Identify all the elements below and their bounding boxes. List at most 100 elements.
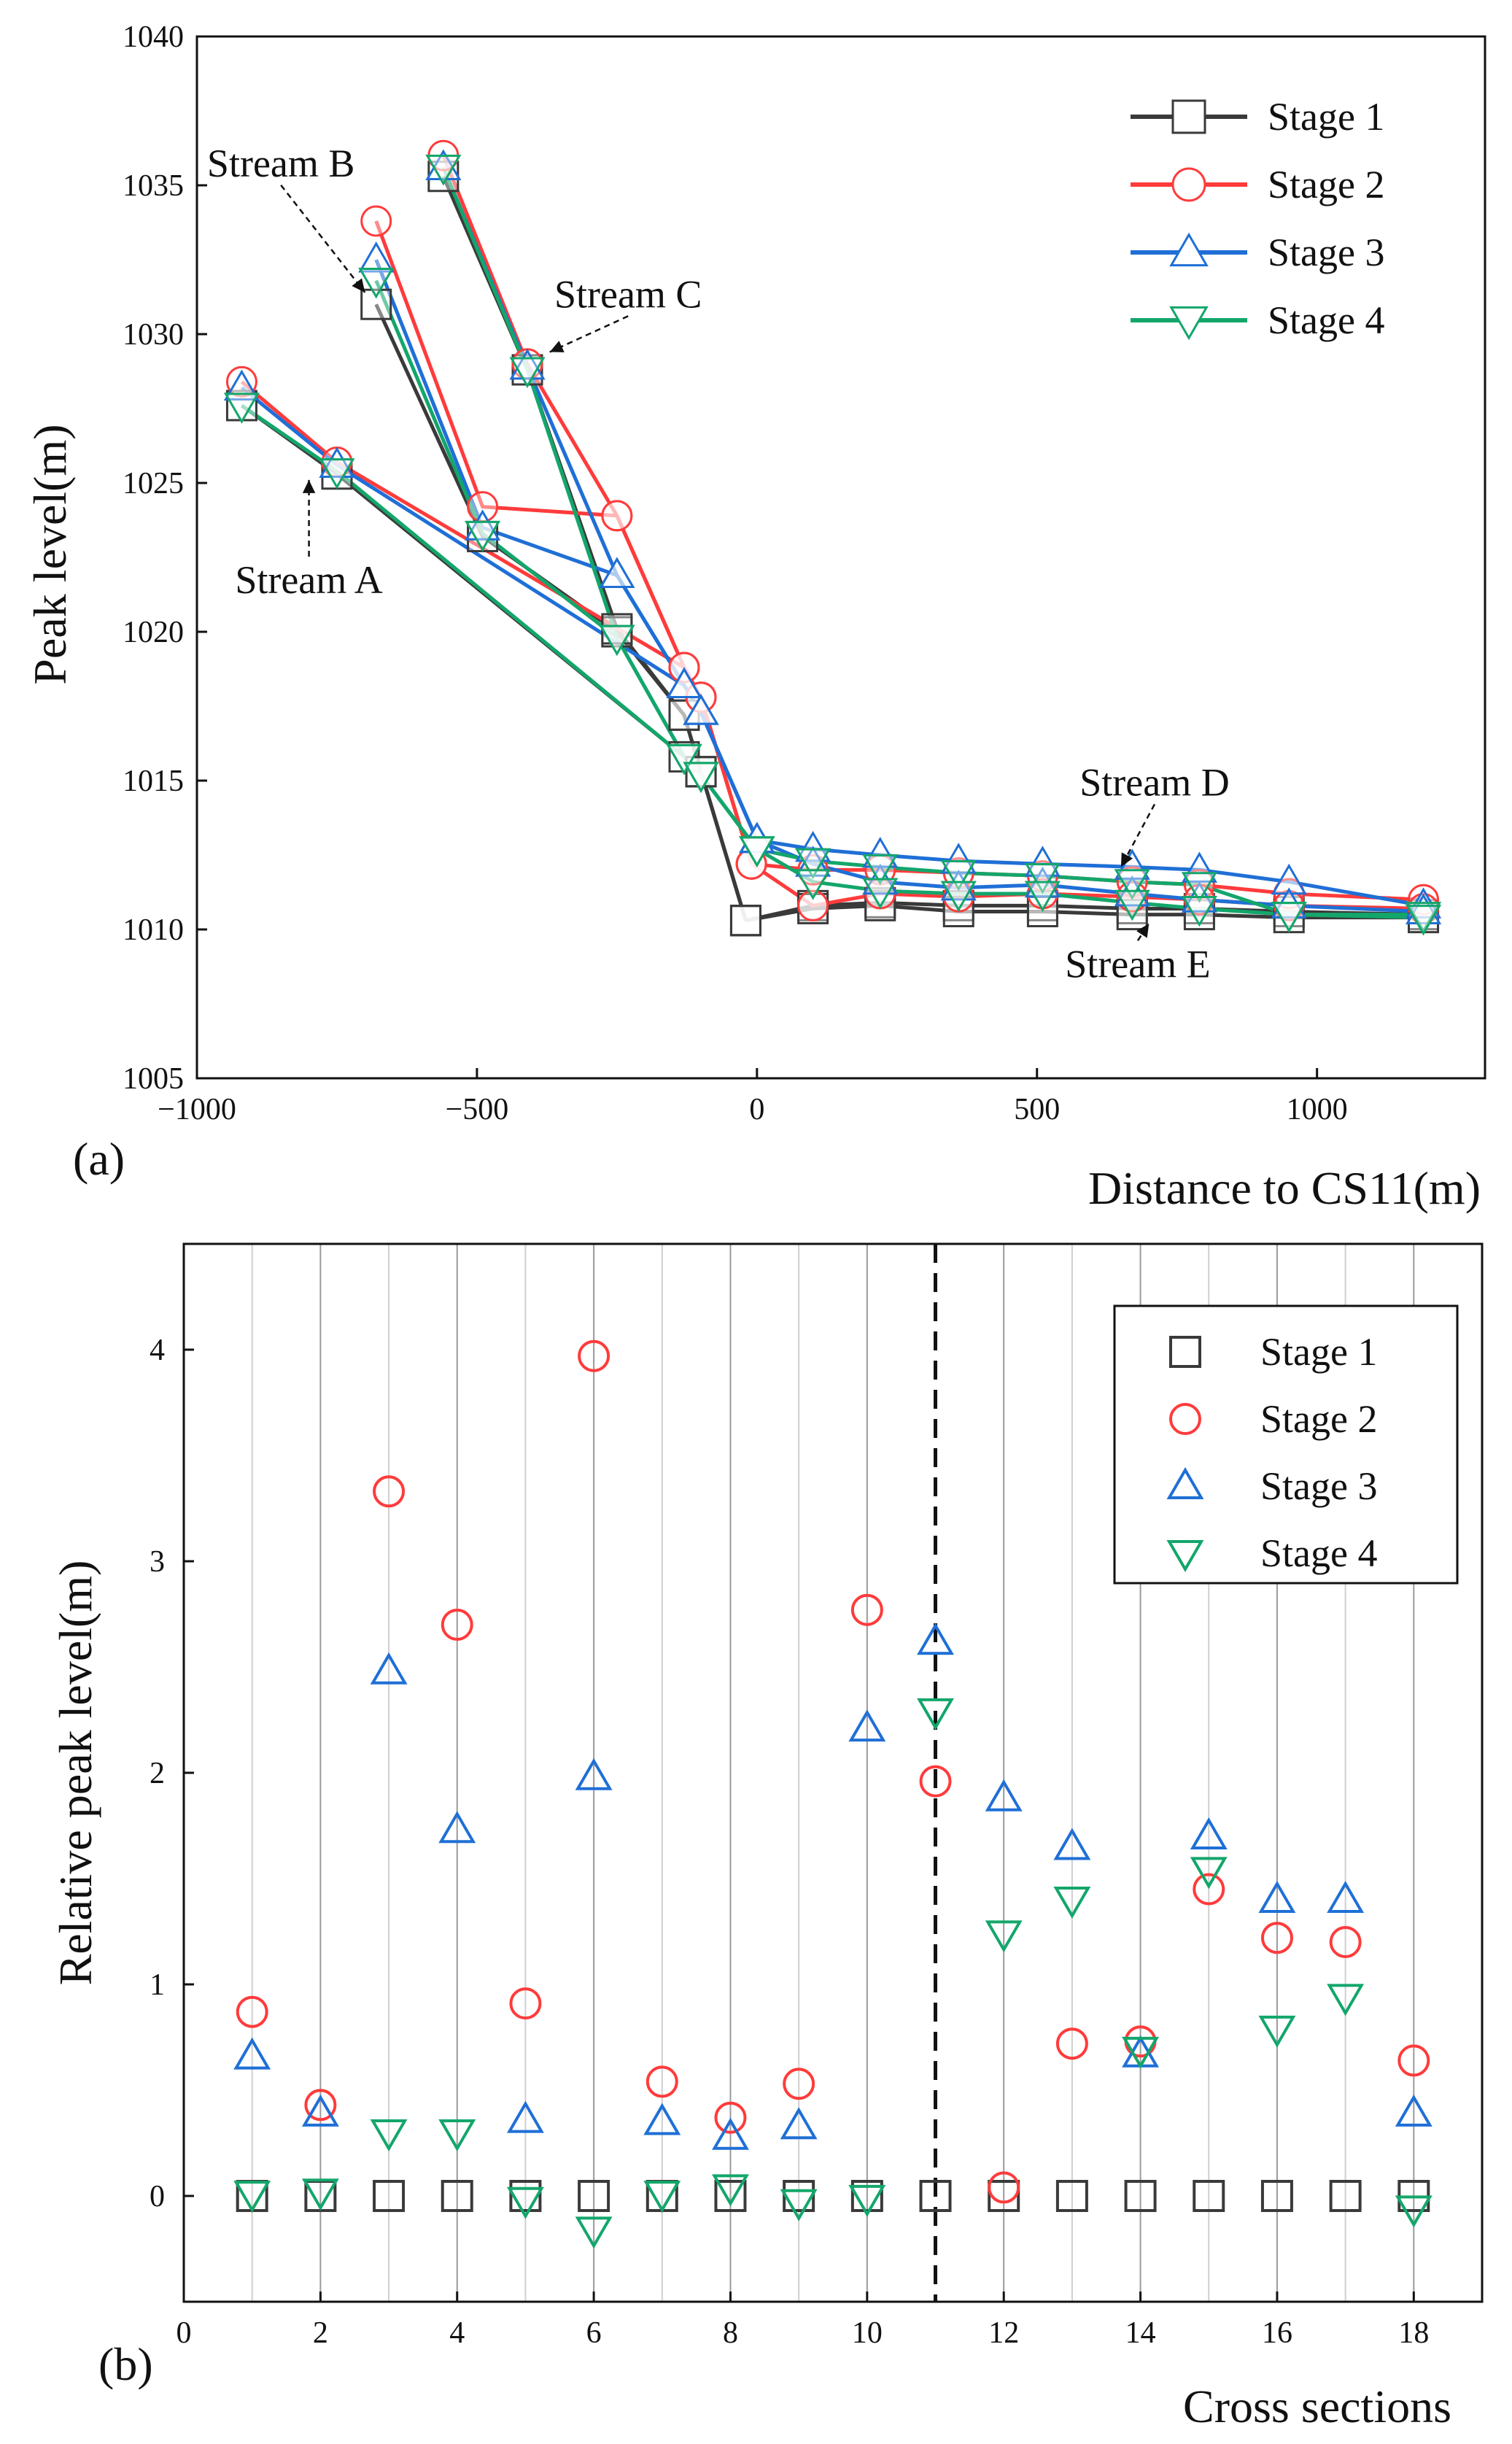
panel-a-point-stage-3-stream-c xyxy=(683,694,719,725)
panel-a-point-stage-4-stream-d xyxy=(1024,863,1061,894)
panel-a-point-stage-2-stream-b xyxy=(360,205,392,237)
panel-b-point-stage-4-cs14 xyxy=(1122,2036,1160,2069)
panel-a-point-stage-3-stream-a xyxy=(319,446,355,479)
panel-b-point-stage-2-cs11 xyxy=(919,1765,952,1798)
panel-a-point-stage-4-stream-c xyxy=(666,743,702,776)
panel-a-point-stage-4-stream-e xyxy=(1405,905,1442,936)
panel-b-point-stage-4-cs15 xyxy=(1190,1857,1228,1890)
panel-b-point-stage-3-cs12 xyxy=(985,1779,1023,1811)
panel-b-point-stage-4-cs18 xyxy=(1395,2195,1432,2228)
panel-b-point-stage-1-cs6 xyxy=(578,2180,610,2212)
panel-b-point-stage-2-cs8 xyxy=(714,2101,747,2134)
panel-b-y-tick-label: 2 xyxy=(150,1757,165,1790)
panel-a-point-stage-4-stream-d xyxy=(795,848,831,880)
panel-b-point-stage-2-cs12 xyxy=(988,2171,1020,2204)
panel-a-point-stage-4-stream-e xyxy=(1271,902,1307,933)
panel-b-y-tick-label: 3 xyxy=(150,1545,165,1579)
panel-a-y-tick-label: 1035 xyxy=(123,169,184,203)
legend-a-marker-stage-3 xyxy=(1169,232,1209,267)
panel-a-point-stage-4-stream-d xyxy=(1181,872,1218,903)
legend-b-marker-stage-4 xyxy=(1166,1540,1204,1572)
annotation-arrowhead-stream-a xyxy=(302,479,316,493)
panel-b-point-stage-4-cs1 xyxy=(233,2181,271,2213)
panel-b-point-stage-2-cs5 xyxy=(509,1987,542,2020)
panel-b-point-stage-1-cs16 xyxy=(1260,2180,1293,2212)
legend-a-marker-stage-4 xyxy=(1169,306,1209,341)
panel-a-point-stage-1-stream-e xyxy=(729,905,761,937)
legend-b-label-stage-1: Stage 1 xyxy=(1260,1330,1377,1374)
panel-b-point-stage-1-cs14 xyxy=(1124,2180,1157,2212)
panel-a-line-stage-1-stream-d xyxy=(745,900,1424,923)
panel-a-y-tick-label: 1025 xyxy=(123,467,184,500)
panel-a-point-stage-3-stream-c xyxy=(599,557,635,588)
panel-a-label: (a) xyxy=(73,1133,125,1185)
legend-a-label-stage-1: Stage 1 xyxy=(1268,95,1384,139)
panel-a-point-stage-3-stream-b xyxy=(464,509,501,541)
panel-b-point-stage-2-cs15 xyxy=(1193,1873,1225,1906)
panel-b-point-stage-2-cs1 xyxy=(236,1995,268,2028)
annotation-stream-d: Stream D xyxy=(1079,760,1229,804)
panel-b-point-stage-3-cs10 xyxy=(848,1709,886,1742)
panel-b-x-tick-label: 10 xyxy=(852,2316,883,2350)
panel-b-x-tick-label: 12 xyxy=(988,2316,1019,2350)
panel-a-line-chart: Stream A Stream B Stream C Stream D Stream E… xyxy=(24,20,1486,1214)
panel-a-y-tick-label: 1005 xyxy=(123,1062,184,1096)
panel-a-point-stage-1-stream-b xyxy=(360,288,392,320)
panel-b-point-stage-2-cs9 xyxy=(783,2068,815,2100)
panel-b-legend: Stage 1 Stage 2 Stage 3 Stage 4 xyxy=(1113,1304,1459,1585)
legend-a-label-stage-3: Stage 3 xyxy=(1268,231,1384,274)
panel-b-point-stage-1-cs8 xyxy=(714,2180,747,2212)
panel-b-point-stage-3-cs13 xyxy=(1053,1828,1091,1860)
panel-a-point-stage-3-stream-a xyxy=(223,369,260,401)
panel-a-point-stage-3-stream-c xyxy=(666,667,702,698)
annotation-stream-c: Stream C xyxy=(554,272,702,316)
annotation-arrowhead-stream-b xyxy=(352,278,365,293)
panel-a-point-stage-4-stream-e xyxy=(940,881,977,913)
panel-a-x-tick-label: 0 xyxy=(749,1093,764,1126)
panel-a-point-stage-3-stream-b xyxy=(358,241,395,273)
panel-a-point-stage-4-stream-e xyxy=(1114,889,1150,921)
panel-b-point-stage-4-cs16 xyxy=(1258,2015,1296,2048)
panel-b-point-stage-4-cs12 xyxy=(985,1920,1023,1953)
panel-b-point-stage-2-cs2 xyxy=(304,2089,337,2122)
panel-b-point-stage-1-cs11 xyxy=(919,2180,952,2212)
panel-b-point-stage-2-cs18 xyxy=(1397,2044,1430,2077)
panel-a-point-stage-4-stream-e xyxy=(1024,881,1061,913)
panel-b-point-stage-2-cs7 xyxy=(645,2065,678,2098)
legend-b-marker-stage-2 xyxy=(1169,1403,1201,1435)
panel-b-y-tick-label: 4 xyxy=(150,1334,165,1367)
panel-a-x-tick-label: 1000 xyxy=(1287,1093,1348,1126)
panel-a-point-stage-4-stream-c xyxy=(509,357,546,388)
panel-a-point-stage-4-stream-d xyxy=(1114,869,1150,900)
panel-a-point-stage-4-stream-e xyxy=(1181,895,1218,927)
panel-a-point-stage-3-stream-d xyxy=(1271,863,1307,895)
legend-a-marker-stage-2 xyxy=(1171,167,1206,202)
legend-b-label-stage-4: Stage 4 xyxy=(1260,1531,1377,1575)
panel-b-point-stage-3-cs4 xyxy=(438,1811,476,1844)
panel-b-x-tick-label: 0 xyxy=(177,2316,192,2350)
panel-a-point-stage-4-stream-e xyxy=(862,878,899,909)
panel-a-point-stage-3-stream-e xyxy=(940,869,977,901)
panel-b-point-stage-4-cs3 xyxy=(370,2119,408,2151)
panel-b-y-tick-label: 0 xyxy=(150,2180,165,2213)
panel-b-x-tick-label: 8 xyxy=(723,2316,738,2350)
panel-a-legend: Stage 1 Stage 2 Stage 3 Stage 4 xyxy=(1131,95,1384,342)
panel-a-y-tick-label: 1015 xyxy=(123,765,184,798)
panel-b-point-stage-1-cs15 xyxy=(1193,2180,1225,2212)
panel-a-point-stage-2-stream-e xyxy=(735,848,767,880)
panel-a-point-stage-3-stream-d xyxy=(1024,846,1061,877)
legend-a-label-stage-4: Stage 4 xyxy=(1268,298,1384,342)
panel-a-x-tick-label: −1000 xyxy=(158,1093,236,1126)
panel-b-point-stage-1-cs12 xyxy=(988,2180,1020,2212)
panel-b-point-stage-3-cs15 xyxy=(1190,1817,1228,1849)
panel-b-point-stage-4-cs5 xyxy=(506,2186,544,2219)
panel-b-point-stage-1-cs10 xyxy=(850,2180,883,2212)
panel-b-point-stage-3-cs2 xyxy=(301,2094,339,2127)
panel-a-point-stage-4-stream-a xyxy=(319,458,355,490)
panel-b-label: (b) xyxy=(98,2338,153,2390)
panel-a-point-stage-4-stream-b xyxy=(464,520,501,552)
panel-a-point-stage-4-stream-a xyxy=(223,392,260,424)
panel-b-point-stage-2-cs10 xyxy=(850,1593,883,1626)
annotation-stream-a: Stream A xyxy=(235,558,382,602)
